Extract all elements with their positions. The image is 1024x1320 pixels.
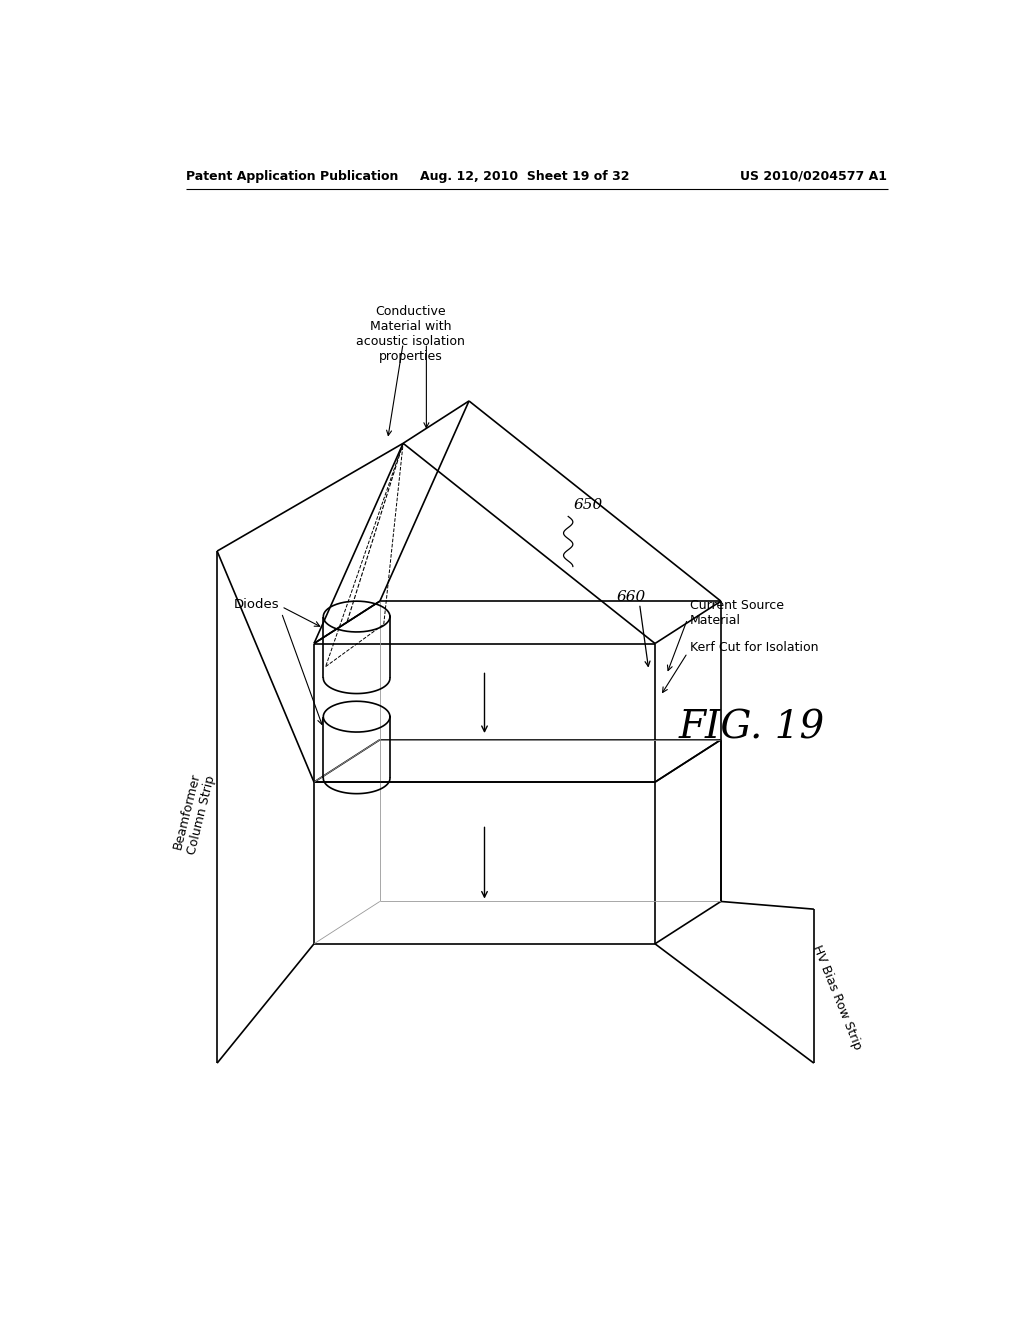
- Text: FIG. 19: FIG. 19: [678, 710, 824, 747]
- Text: Patent Application Publication: Patent Application Publication: [186, 170, 398, 183]
- Text: Beamformer
Column Strip: Beamformer Column Strip: [170, 770, 217, 855]
- Text: Conductive
Material with
acoustic isolation
properties: Conductive Material with acoustic isolat…: [356, 305, 465, 363]
- Text: HV Bias Row Strip: HV Bias Row Strip: [810, 944, 864, 1052]
- Text: 650: 650: [573, 498, 603, 512]
- Text: Diodes: Diodes: [233, 598, 280, 611]
- Text: 660: 660: [616, 590, 645, 605]
- Text: Kerf Cut for Isolation: Kerf Cut for Isolation: [690, 640, 818, 653]
- Text: US 2010/0204577 A1: US 2010/0204577 A1: [740, 170, 888, 183]
- Text: Current Source
Material: Current Source Material: [690, 599, 784, 627]
- Text: Aug. 12, 2010  Sheet 19 of 32: Aug. 12, 2010 Sheet 19 of 32: [420, 170, 630, 183]
